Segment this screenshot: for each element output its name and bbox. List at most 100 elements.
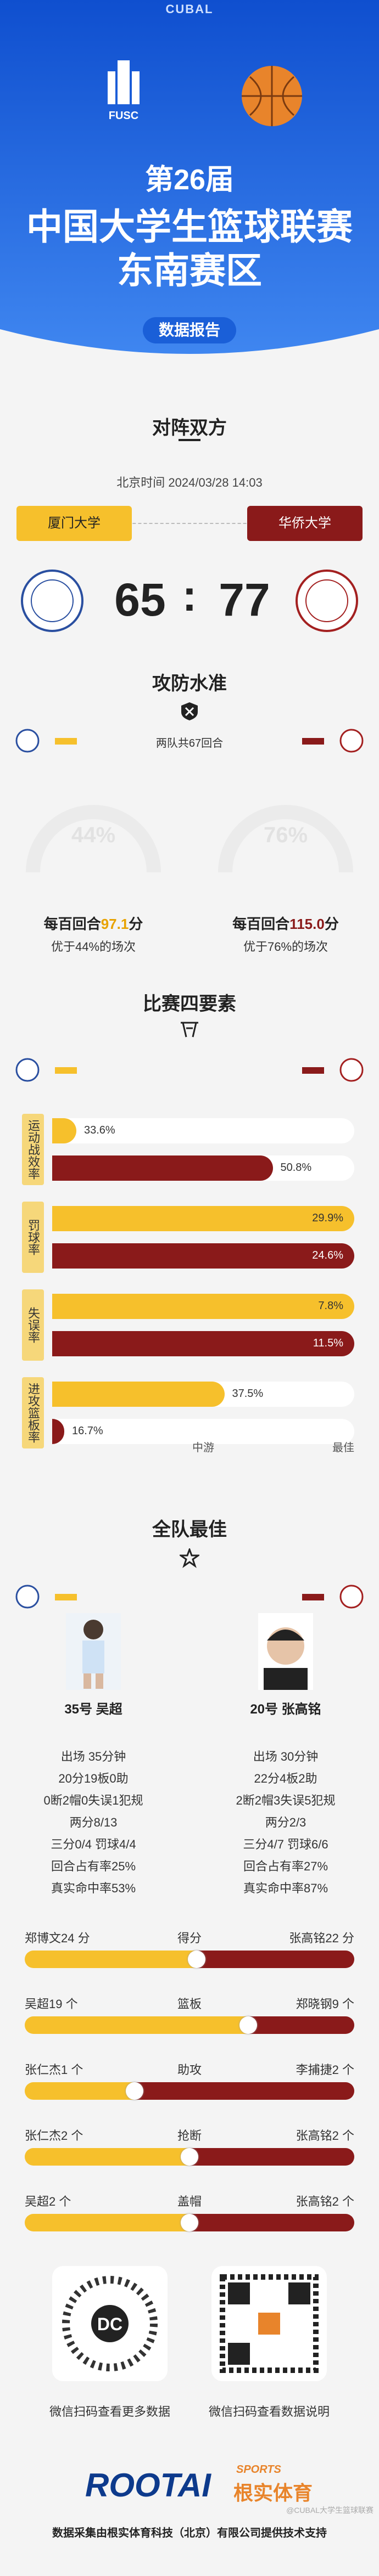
stat-line: 真实命中率87% xyxy=(243,1881,328,1895)
factor-label: 罚球率 xyxy=(26,1219,40,1255)
leader-bar-away xyxy=(135,2082,354,2100)
leader-away: 张高铭2 个 xyxy=(296,2129,354,2143)
leader-away: 郑晓钢9 个 xyxy=(296,1997,354,2011)
leader-bar-away xyxy=(190,2214,354,2231)
credit: 数据采集由根实体育科技（北京）有限公司提供技术支持 xyxy=(52,2527,327,2539)
match-time: 北京时间 2024/03/28 14:03 xyxy=(116,476,263,489)
factor-bar xyxy=(52,1382,225,1407)
leader-home: 张仁杰1 个 xyxy=(25,2063,83,2077)
stat-line: 真实命中率53% xyxy=(51,1881,136,1895)
leader-knob xyxy=(181,2214,198,2231)
qr-codes: DC xyxy=(52,2266,327,2381)
watermark: @CUBAL大学生篮球联赛 xyxy=(286,2506,374,2515)
factor-label-bg xyxy=(22,1202,44,1273)
logo: ROOTAI xyxy=(85,2467,211,2504)
header-bg xyxy=(0,0,379,354)
stat-line: 两分2/3 xyxy=(265,1816,306,1829)
possessions: 两队共67回合 xyxy=(155,737,224,749)
away-score: 77 xyxy=(219,574,270,625)
per100: 每百回合97.1分 xyxy=(11,913,176,933)
stat-line: 20分19板0助 xyxy=(58,1772,129,1785)
bar-track xyxy=(52,1118,354,1143)
team-logos xyxy=(21,570,358,632)
stat-line: 回合占有率25% xyxy=(51,1859,136,1873)
factor-label: 运动战效率 xyxy=(26,1119,40,1180)
leader-home: 郑博文24 分 xyxy=(25,1931,90,1945)
factor-bar xyxy=(52,1118,76,1143)
stat-line: 三分0/4 罚球4/4 xyxy=(51,1837,136,1851)
factor-bar xyxy=(52,1206,354,1231)
away-team: 华侨大学 xyxy=(247,506,363,541)
score-separator: : xyxy=(182,571,197,620)
per100-prefix: 每百回合 xyxy=(232,916,290,932)
icon xyxy=(181,702,198,720)
section-title: 对阵双方 xyxy=(152,418,227,438)
leader-knob xyxy=(126,2082,143,2100)
factor-bar xyxy=(52,1331,354,1356)
bar-track xyxy=(52,1419,354,1444)
leader-bar-away xyxy=(197,1951,354,1968)
team-row xyxy=(15,1058,364,1082)
divider xyxy=(179,439,200,441)
gauge-value: 44% xyxy=(71,823,116,847)
per100: 每百回合115.0分 xyxy=(203,913,368,933)
title: 中国大学生篮球联赛 xyxy=(26,206,353,247)
stat-line: 出场 30分钟 xyxy=(253,1750,319,1763)
player-photos xyxy=(66,1613,313,1690)
leader-away: 李捕捷2 个 xyxy=(296,2063,354,2077)
leader-bar-home xyxy=(25,1951,197,1968)
factor-bar xyxy=(52,1294,354,1319)
leader-category: 抢断 xyxy=(177,2129,202,2143)
factor-label-bg xyxy=(22,1377,44,1448)
stat-line: 出场 35分钟 xyxy=(60,1750,126,1763)
leader-category: 篮板 xyxy=(177,1997,202,2011)
axis-label: 中游 xyxy=(192,1442,214,1454)
factor-bar xyxy=(52,1243,354,1269)
svg-text:DC: DC xyxy=(97,2314,122,2334)
stat-line: 0断2帽0失误1犯规 xyxy=(43,1794,143,1807)
factor-label-bg xyxy=(22,1114,44,1185)
leader-knob xyxy=(188,1951,206,1968)
leader-bar-away xyxy=(190,2148,354,2166)
leader-home: 吴超19 个 xyxy=(25,1997,78,2011)
player-name: 35号 吴超 xyxy=(64,1702,122,1717)
rank: 优于76%的场次 xyxy=(243,940,328,954)
leader-bar-home xyxy=(25,2016,249,2034)
factor-value: 11.5% xyxy=(313,1337,343,1349)
leader-bar-home xyxy=(25,2214,190,2231)
leader-category: 盖帽 xyxy=(177,2195,202,2208)
section-title: 全队最佳 xyxy=(152,1519,227,1540)
factor-value: 29.9% xyxy=(312,1212,343,1224)
leader-category: 得分 xyxy=(177,1931,202,1945)
factor-value: 50.8% xyxy=(280,1162,312,1174)
leader-knob xyxy=(239,2016,258,2034)
qr-label: 微信扫码查看更多数据 xyxy=(49,2405,170,2419)
factor-label: 失误率 xyxy=(26,1307,40,1343)
per100-prefix: 每百回合 xyxy=(43,916,101,932)
section-title: 攻防水准 xyxy=(152,673,227,694)
factor-bar xyxy=(52,1419,64,1444)
leader-category: 助攻 xyxy=(177,2063,202,2077)
rank: 优于44%的场次 xyxy=(51,940,136,954)
factor-value: 16.7% xyxy=(72,1425,103,1437)
axis-label: 最佳 xyxy=(332,1442,354,1454)
badge: 数据报告 xyxy=(143,317,236,343)
stat-line: 回合占有率27% xyxy=(243,1859,328,1873)
home-team: 厦门大学 xyxy=(16,506,132,541)
factor-value: 37.5% xyxy=(232,1388,264,1400)
logo-text: FUSC xyxy=(108,110,139,122)
stat-line: 两分8/13 xyxy=(69,1816,118,1829)
factor-value: 7.8% xyxy=(318,1300,343,1312)
leader-away: 张高铭22 分 xyxy=(289,1931,354,1945)
qr-label: 微信扫码查看数据说明 xyxy=(208,2405,330,2419)
leader-home: 吴超2 个 xyxy=(25,2195,71,2208)
edition: 第26届 xyxy=(145,164,234,196)
leader-bar-away xyxy=(248,2016,354,2034)
factor-label: 进攻篮板率 xyxy=(26,1383,40,1443)
stat-line: 22分4板2助 xyxy=(254,1772,317,1785)
divider xyxy=(16,523,363,524)
leader-knob xyxy=(181,2148,198,2166)
leader-bar-home xyxy=(25,2148,190,2166)
home-score: 65 xyxy=(114,574,166,625)
